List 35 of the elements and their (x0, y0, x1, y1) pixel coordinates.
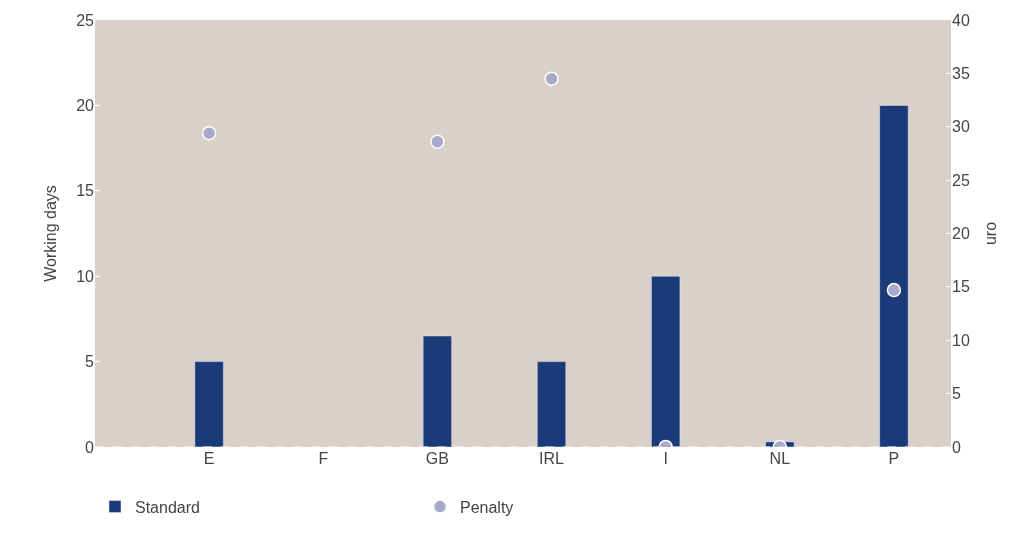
y2-tick-label: 10 (952, 331, 970, 349)
y-axis-title: Working days (42, 185, 60, 282)
bar (537, 361, 567, 447)
x-tick-label: GB (425, 450, 449, 467)
x-tick-label: F (318, 450, 329, 467)
y2-tick-label: 5 (952, 385, 961, 403)
x-tick-label: I (663, 450, 668, 467)
point (886, 282, 902, 298)
point (430, 134, 445, 149)
bar (194, 361, 224, 447)
x-tick-label: NL (769, 450, 791, 467)
bar (422, 335, 452, 447)
y2-tick-label: 35 (952, 64, 970, 82)
y2-tick-label: 20 (952, 225, 970, 243)
point (201, 125, 217, 141)
y-tick-label: 20 (76, 97, 95, 114)
point (544, 71, 559, 86)
x-tick-label: E (203, 450, 215, 467)
y2-axis-title: uro (981, 221, 999, 246)
bar (879, 105, 909, 447)
legend-label: Penalty (460, 498, 514, 516)
y2-tick-label: 40 (952, 11, 970, 29)
y-tick-label: 25 (76, 11, 95, 29)
y-tick-label: 10 (76, 267, 95, 285)
bar (651, 275, 681, 447)
x-tick-label: P (888, 450, 900, 467)
y-tick-label: 15 (76, 182, 95, 200)
y2-tick-label: 25 (952, 171, 970, 189)
y2-tick-label: 15 (952, 278, 970, 296)
y2-tick-label: 0 (952, 438, 961, 456)
y2-tick-label: 30 (952, 118, 970, 136)
x-tick-label: IRL (539, 450, 565, 467)
y-tick-label: 5 (85, 353, 95, 371)
y-tick-label: 0 (85, 438, 95, 456)
legend-label: Standard (135, 498, 200, 516)
